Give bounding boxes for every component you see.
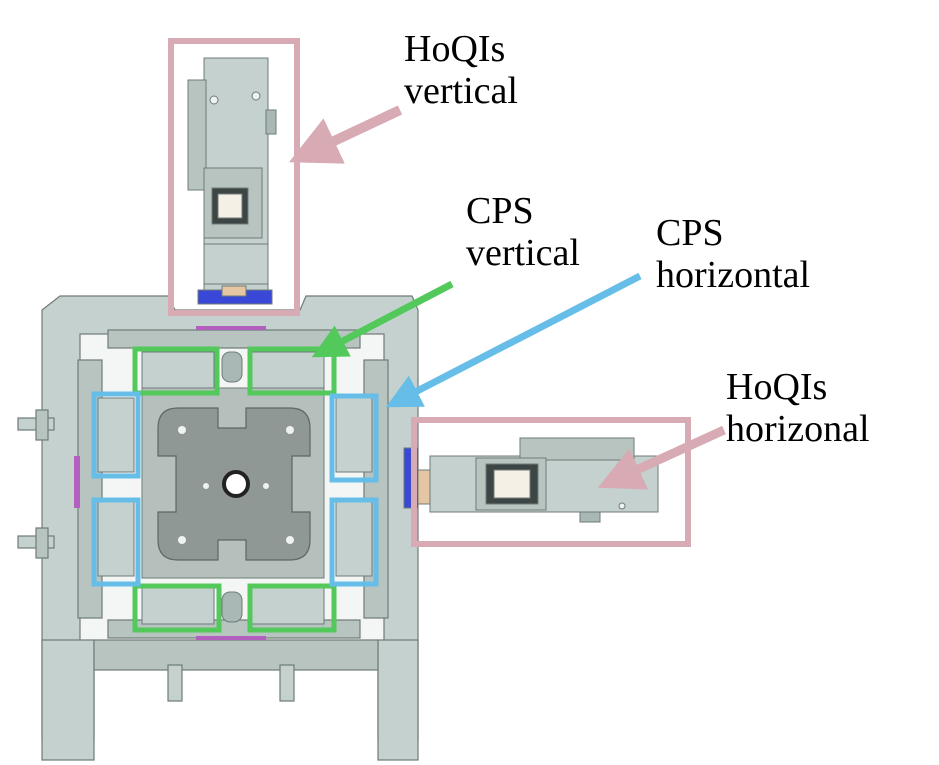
hoqis-horizontal-label: HoQIs horizonal <box>726 366 870 450</box>
purple-strip-bottom <box>196 636 266 640</box>
cps-vertical-line2: vertical <box>466 232 580 274</box>
cps-vertical-line1: CPS <box>466 190 534 232</box>
cps-vertical-boxes <box>132 346 337 633</box>
hoqis-horizontal-box <box>411 417 691 547</box>
cps-horizontal-boxes <box>91 391 379 587</box>
hoqis-vertical-arrow <box>288 105 403 164</box>
cps-horizontal-label: CPS horizontal <box>656 212 810 296</box>
hoqis-vertical-assembly <box>187 57 277 305</box>
hoqis-vertical-line2: vertical <box>404 70 518 112</box>
hoqis-horizontal-line2: horizonal <box>726 408 870 450</box>
hoqis-horizontal-arrow <box>597 425 726 490</box>
hoqis-horizontal-line1: HoQIs <box>726 366 828 408</box>
cps-vertical-arrow <box>311 280 454 358</box>
purple-strip-left <box>74 456 80 508</box>
cps-horizontal-arrow <box>385 272 642 408</box>
cps-vertical-label: CPS vertical <box>466 190 580 274</box>
hoqis-vertical-line1: HoQIs <box>404 28 506 70</box>
cps-horizontal-line2: horizontal <box>656 254 811 296</box>
purple-strip-top <box>196 326 266 330</box>
cps-modules <box>97 351 373 625</box>
central-plate <box>141 387 325 579</box>
hoqis-vertical-box <box>168 38 300 316</box>
hoqis-vertical-label: HoQIs vertical <box>404 28 518 112</box>
cps-horizontal-line1: CPS <box>656 212 724 254</box>
